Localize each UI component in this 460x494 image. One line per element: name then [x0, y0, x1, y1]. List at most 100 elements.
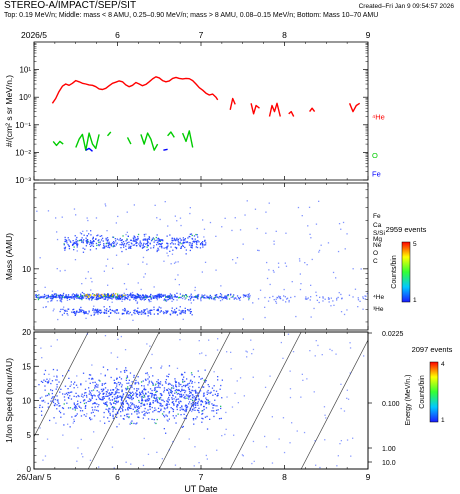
scatter-point [88, 377, 90, 380]
scatter-point [118, 239, 120, 241]
scatter-point [327, 242, 330, 244]
scatter-point [78, 297, 80, 299]
scatter-point [109, 412, 111, 415]
scatter-point [166, 242, 168, 244]
scatter-point [143, 299, 145, 301]
scatter-point [82, 297, 85, 299]
scatter-point [146, 412, 148, 414]
scatter-point [99, 297, 101, 299]
scatter-point [117, 338, 119, 340]
scatter-point [132, 397, 134, 400]
scatter-point [142, 294, 144, 296]
scatter-point [197, 296, 199, 298]
panel-frame-bottom-overlay [33, 331, 369, 470]
scatter-point [192, 402, 194, 404]
scatter-point [142, 313, 144, 315]
scatter-point [67, 423, 69, 425]
scatter-point [277, 297, 279, 299]
scatter-point [93, 294, 95, 297]
scatter-point [66, 310, 68, 312]
scatter-point [119, 295, 122, 298]
scatter-point [119, 395, 121, 397]
x-tick-label-bottom: 7 [199, 472, 204, 482]
series-⁴He-segment [348, 102, 361, 113]
scatter-point [73, 208, 76, 210]
scatter-point [75, 294, 78, 296]
scatter-point [176, 314, 179, 316]
scatter-point [161, 399, 163, 401]
scatter-point [78, 239, 81, 242]
scatter-point [166, 404, 168, 406]
scatter-point [64, 296, 66, 298]
scatter-point [108, 295, 110, 297]
scatter-point [129, 397, 131, 400]
x-tick-label-bottom: 6 [115, 472, 120, 482]
scatter-point [142, 396, 144, 398]
scatter-point [90, 399, 92, 401]
scatter-point [137, 307, 139, 309]
scatter-point [126, 211, 128, 213]
y-tick-label-bottom: 5 [27, 431, 32, 440]
scatter-point [198, 241, 200, 243]
scatter-point [160, 409, 162, 412]
y-tick-label-top: 10⁻³ [15, 176, 31, 185]
scatter-point [150, 396, 153, 398]
scatter-point [196, 392, 198, 394]
scatter-point [77, 403, 79, 405]
scatter-point [145, 400, 147, 402]
scatter-point [128, 397, 130, 399]
scatter-point [60, 295, 62, 297]
scatter-point [71, 416, 73, 418]
scatter-point [183, 239, 185, 241]
scatter-point [76, 243, 78, 245]
scatter-point [246, 351, 248, 353]
scatter-point [96, 296, 98, 298]
scatter-point [291, 422, 293, 424]
scatter-point [257, 298, 260, 300]
scatter-point [143, 414, 145, 416]
scatter-point [178, 297, 180, 299]
scatter-point [167, 387, 170, 390]
scatter-point [168, 296, 170, 299]
scatter-point [136, 389, 138, 392]
scatter-point [81, 410, 84, 412]
scatter-point [130, 407, 132, 410]
scatter-point [307, 225, 309, 227]
scatter-point [65, 309, 67, 311]
scatter-point [154, 295, 156, 297]
scatter-point [185, 297, 187, 299]
scatter-point [64, 310, 66, 312]
scatter-point [127, 394, 130, 397]
scatter-point [82, 247, 84, 249]
scatter-point [76, 244, 79, 247]
scatter-point [197, 402, 199, 404]
scatter-point [96, 390, 98, 392]
scatter-point [242, 318, 244, 320]
scatter-point [148, 312, 150, 314]
scatter-point [43, 373, 45, 375]
scatter-point [94, 402, 96, 404]
scatter-point [305, 296, 307, 298]
scatter-point [174, 238, 176, 240]
scatter-point [340, 407, 342, 410]
scatter-point [153, 396, 155, 399]
scatter-point [47, 381, 50, 383]
scatter-point [257, 249, 259, 251]
scatter-point [126, 313, 128, 315]
scatter-point [126, 294, 129, 296]
scatter-point [95, 242, 98, 245]
scatter-point [174, 378, 176, 380]
scatter-point [156, 401, 159, 403]
scatter-point [118, 392, 120, 394]
scatter-point [85, 394, 88, 397]
scatter-point [343, 313, 346, 316]
scatter-point [103, 245, 105, 248]
scatter-point [80, 438, 82, 441]
scatter-point [246, 356, 248, 358]
scatter-point [137, 294, 139, 296]
scatter-point [132, 240, 134, 242]
scatter-point [128, 313, 130, 315]
scatter-point [322, 297, 324, 299]
scatter-point [136, 393, 139, 395]
scatter-point [161, 294, 163, 296]
